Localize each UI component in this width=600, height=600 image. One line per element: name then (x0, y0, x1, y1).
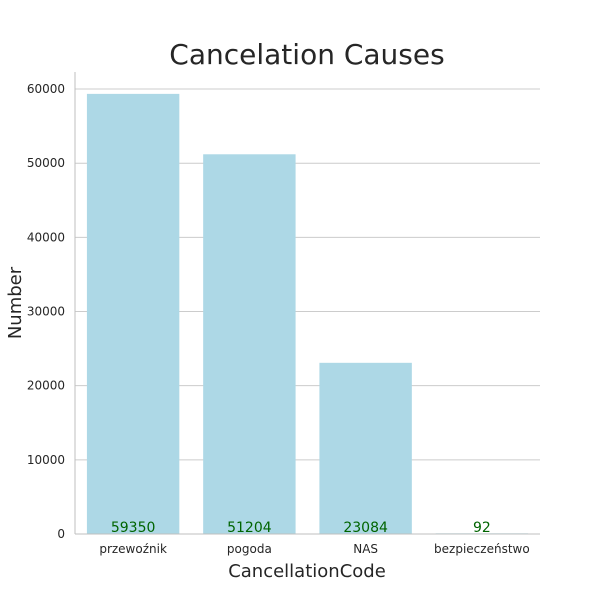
x-tick-label: bezpieczeństwo (434, 542, 530, 556)
y-axis-ticks: 0 10000 20000 30000 40000 50000 60000 (27, 82, 65, 541)
y-tick-label: 40000 (27, 230, 65, 244)
y-tick-label: 50000 (27, 156, 65, 170)
bars (86, 93, 529, 534)
y-tick-label: 30000 (27, 305, 65, 319)
x-axis-ticks: przewoźnik pogoda NAS bezpieczeństwo (99, 542, 529, 556)
bar (86, 93, 180, 534)
data-label: 23084 (343, 520, 388, 536)
data-labels: 59350 51204 23084 92 (111, 520, 491, 536)
x-axis-label: CancellationCode (228, 561, 386, 582)
chart-title: Cancelation Causes (169, 38, 444, 71)
x-tick-label: NAS (353, 542, 378, 556)
x-tick-label: pogoda (227, 542, 272, 556)
y-tick-label: 20000 (27, 379, 65, 393)
y-tick-label: 0 (57, 527, 65, 541)
bar (319, 362, 412, 534)
bar (203, 154, 296, 534)
data-label: 92 (473, 520, 491, 536)
y-tick-label: 60000 (27, 82, 65, 96)
data-label: 59350 (111, 520, 156, 536)
data-label: 51204 (227, 520, 272, 536)
x-tick-label: przewoźnik (99, 542, 167, 556)
y-tick-label: 10000 (27, 453, 65, 467)
y-axis-label: Number (5, 266, 26, 339)
